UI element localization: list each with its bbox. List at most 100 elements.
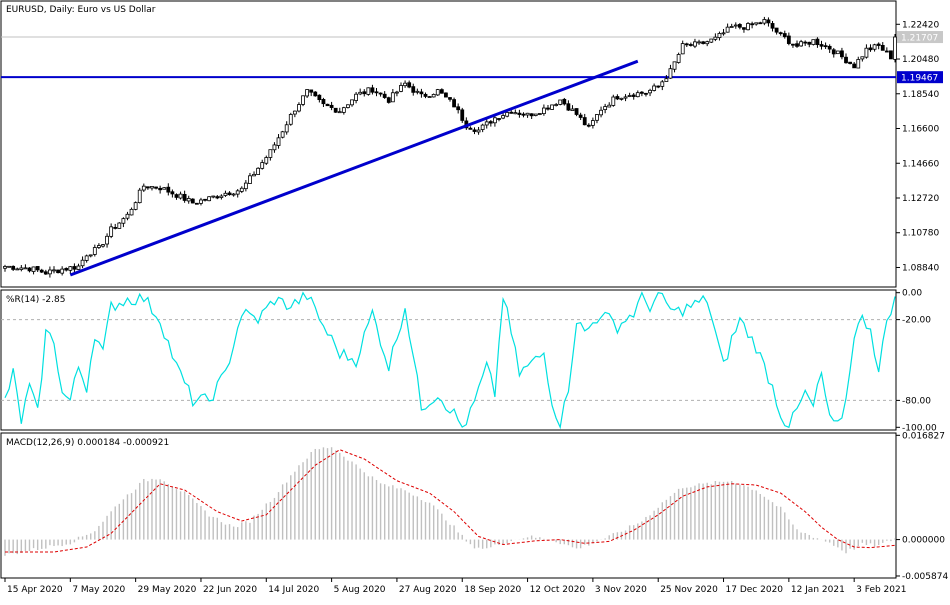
candle-body <box>423 93 428 97</box>
candle-body <box>231 193 236 196</box>
candle-body <box>395 91 399 94</box>
time-tick-label: 15 Apr 2020 <box>7 585 63 595</box>
williams-r-pane[interactable]: 0.00 -20.00 -80.00 -100.00 <box>1 289 937 434</box>
candle-body <box>56 269 60 274</box>
candle-body <box>627 95 632 97</box>
time-tick-label: 12 Oct 2020 <box>530 585 586 595</box>
candle-body <box>868 47 873 51</box>
candle-body <box>309 89 314 93</box>
candle-body <box>676 54 681 63</box>
time-tick-label: 25 Nov 2020 <box>660 585 718 595</box>
candle-body <box>325 103 330 107</box>
candle-body <box>150 186 154 189</box>
candle-body <box>313 91 318 97</box>
candle-body <box>795 43 799 47</box>
time-tick-label: 12 Jan 2021 <box>791 585 845 595</box>
candle-body <box>297 104 301 112</box>
candle-body <box>305 89 310 97</box>
macd-pane[interactable]: 0.016827 0.000000 -0.005874 <box>4 431 948 582</box>
candle-body <box>390 92 395 103</box>
candle-body <box>370 87 375 93</box>
candle-body <box>227 192 232 196</box>
candle-body <box>546 107 550 110</box>
candle-body <box>603 106 608 110</box>
candle-body <box>758 22 763 25</box>
candle-body <box>807 41 812 45</box>
time-tick-label: 5 Aug 2020 <box>334 585 386 595</box>
candle-body <box>203 198 207 201</box>
candle-body <box>517 112 522 115</box>
price-pane-title: EURUSD, Daily: Euro vs US Dollar <box>6 5 156 15</box>
candle-body <box>256 167 261 175</box>
candle-body <box>211 195 216 198</box>
candle-body <box>207 196 212 202</box>
time-tick-label: 27 Aug 2020 <box>399 585 457 595</box>
candle-body <box>48 269 52 275</box>
candle-body <box>439 89 444 94</box>
candle-body <box>411 86 416 93</box>
wpr-tick-label: -20.00 <box>902 316 931 326</box>
price-tick-label: 1.20480 <box>902 55 939 65</box>
price-pane[interactable]: 1.22420 1.20480 1.18540 1.16600 1.14660 1.127… <box>1 16 943 278</box>
candle-body <box>239 187 244 192</box>
candle-body <box>705 41 710 45</box>
candle-body <box>505 112 510 117</box>
candle-body <box>799 41 804 47</box>
candle-body <box>399 85 403 92</box>
candle-body <box>570 108 575 112</box>
williams-r-title: %R(14) -2.85 <box>6 295 65 305</box>
candle-body <box>243 182 248 190</box>
candle-body <box>578 114 583 118</box>
candle-body <box>84 255 89 261</box>
candle-body <box>713 36 718 40</box>
candle-body <box>129 208 134 216</box>
candle-body <box>407 82 412 88</box>
time-tick-label: 7 May 2020 <box>72 585 125 595</box>
candle-body <box>133 202 138 210</box>
time-tick-label: 14 Jul 2020 <box>268 585 319 595</box>
candle-body <box>354 93 359 101</box>
candle-body <box>52 269 56 272</box>
candle-body <box>835 50 840 55</box>
macd-title: MACD(12,26,9) 0.000184 -0.000921 <box>6 438 169 448</box>
pane-frame-2 <box>0 432 897 579</box>
macd-signal-line <box>5 449 896 553</box>
price-badge-label: 1.19467 <box>901 74 938 84</box>
candle-body <box>644 92 648 95</box>
candle-body <box>656 85 661 88</box>
time-tick-label: 18 Sep 2020 <box>464 585 521 595</box>
candle-body <box>137 189 142 204</box>
candle-body <box>652 85 657 91</box>
candle-body <box>497 118 501 120</box>
candle-body <box>729 26 734 28</box>
price-tick-label: 1.08840 <box>902 263 939 273</box>
candle-body <box>154 186 158 189</box>
candle-body <box>791 43 795 46</box>
candle-body <box>709 38 714 43</box>
price-tick-label: 1.22420 <box>902 20 939 30</box>
candle-body <box>860 56 865 60</box>
candle-body <box>117 222 122 229</box>
candle-body <box>419 91 424 95</box>
price-badge <box>897 71 943 84</box>
candle-body <box>472 129 477 132</box>
candle-body <box>174 194 179 198</box>
wpr-tick-label: -100.00 <box>902 423 937 433</box>
candle-body <box>19 267 24 270</box>
candle-body <box>848 61 852 64</box>
candle-body <box>317 94 322 101</box>
candle-body <box>452 99 456 108</box>
candle-body <box>558 99 563 105</box>
candle-body <box>362 91 367 95</box>
candle-body <box>509 111 514 114</box>
candle-body <box>484 121 489 126</box>
candle-body <box>770 23 775 29</box>
candle-body <box>15 268 20 271</box>
candle-body <box>337 111 342 114</box>
candle-body <box>831 49 836 55</box>
candle-body <box>27 267 32 272</box>
pane-frame-0 <box>0 0 897 288</box>
candle-body <box>43 271 48 275</box>
